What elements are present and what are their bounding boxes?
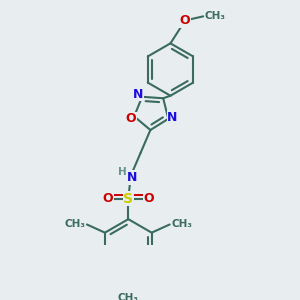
Text: CH₃: CH₃ [64,220,85,230]
Text: O: O [180,14,190,27]
Text: N: N [133,88,143,101]
Text: O: O [126,112,136,125]
Text: N: N [167,111,178,124]
Text: CH₃: CH₃ [118,293,139,300]
Text: S: S [123,192,133,206]
Text: H: H [118,167,127,177]
Text: N: N [127,171,138,184]
Text: O: O [103,192,113,205]
Text: CH₃: CH₃ [171,220,192,230]
Text: O: O [143,192,154,205]
Text: CH₃: CH₃ [205,11,226,21]
